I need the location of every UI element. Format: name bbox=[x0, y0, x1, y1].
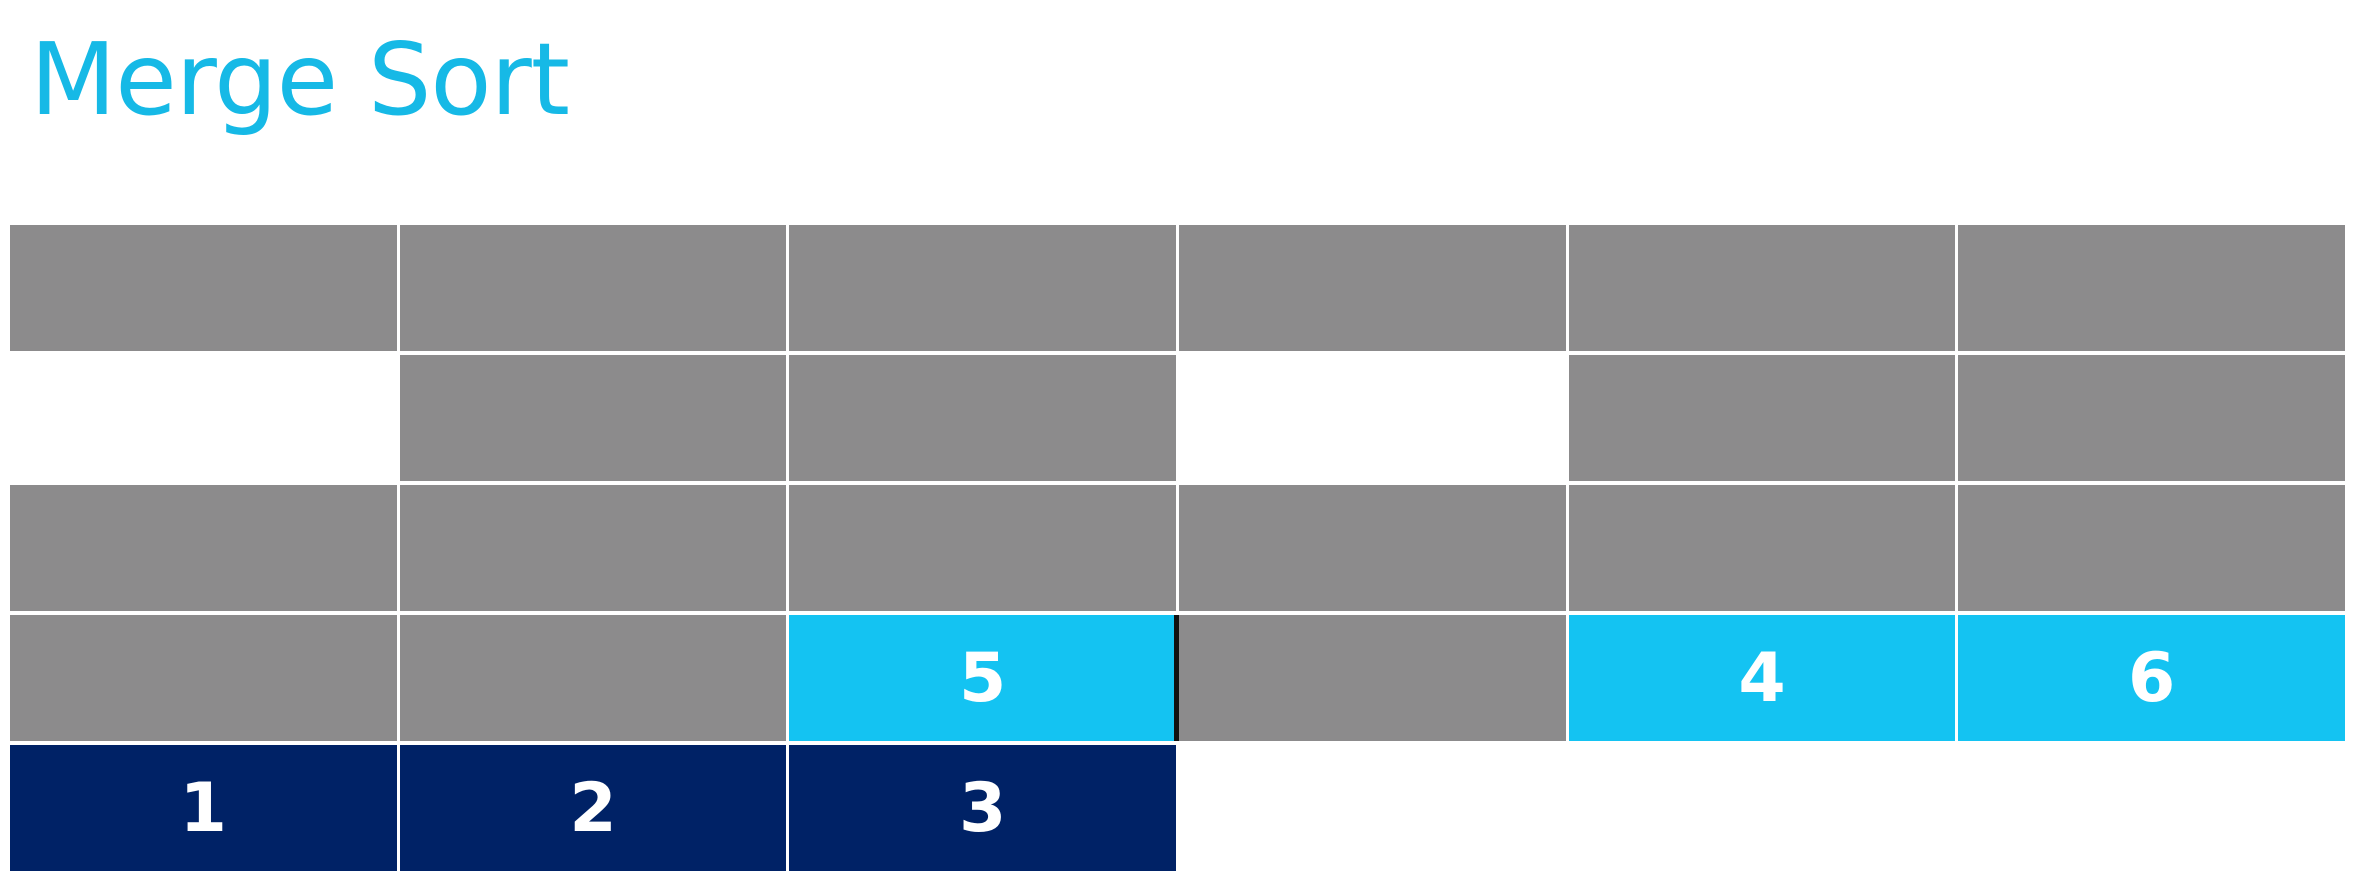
grid-cell-r5-c4 bbox=[1179, 745, 1566, 871]
grid-cell-r4-c6: 6 bbox=[1958, 615, 2346, 741]
grid-cell-r1-c2 bbox=[399, 225, 787, 351]
grid-cell-r1-c6 bbox=[1958, 225, 2346, 351]
grid-cell-r4-c1 bbox=[10, 615, 397, 741]
grid-cell-r4-c3: 5 bbox=[789, 615, 1177, 741]
grid-cell-r5-c3: 3 bbox=[789, 745, 1177, 871]
grid-cell-r3-c5 bbox=[1568, 485, 1956, 611]
grid-cell-r1-c5 bbox=[1568, 225, 1956, 351]
grid-cell-r4-c4 bbox=[1174, 615, 1566, 741]
grid-cell-r2-c1 bbox=[10, 355, 397, 481]
grid-cell-r3-c6 bbox=[1958, 485, 2346, 611]
grid-cell-r1-c3 bbox=[789, 225, 1177, 351]
grid-cell-r3-c1 bbox=[10, 485, 397, 611]
grid-cell-r2-c4 bbox=[1179, 355, 1566, 481]
page-title: Merge Sort bbox=[30, 21, 570, 138]
grid-cell-r3-c2 bbox=[399, 485, 787, 611]
grid-cell-r3-c4 bbox=[1179, 485, 1566, 611]
grid-cell-r5-c2: 2 bbox=[399, 745, 787, 871]
grid-cell-r2-c5 bbox=[1568, 355, 1956, 481]
grid-cell-r5-c6 bbox=[1958, 745, 2345, 871]
grid-cell-r2-c6 bbox=[1958, 355, 2346, 481]
grid-cell-r2-c3 bbox=[789, 355, 1177, 481]
grid-row-3 bbox=[10, 485, 2346, 611]
grid-cell-r5-c1: 1 bbox=[10, 745, 397, 871]
grid-cell-r4-c5: 4 bbox=[1568, 615, 1956, 741]
grid-row-2 bbox=[10, 355, 2346, 481]
grid-cell-r2-c2 bbox=[399, 355, 787, 481]
grid-cell-r5-c5 bbox=[1569, 745, 1956, 871]
grid-row-1 bbox=[10, 225, 2346, 351]
grid-cell-r4-c2 bbox=[399, 615, 787, 741]
grid-cell-r1-c1 bbox=[10, 225, 397, 351]
grid-cell-r3-c3 bbox=[789, 485, 1177, 611]
grid-cell-r1-c4 bbox=[1179, 225, 1566, 351]
